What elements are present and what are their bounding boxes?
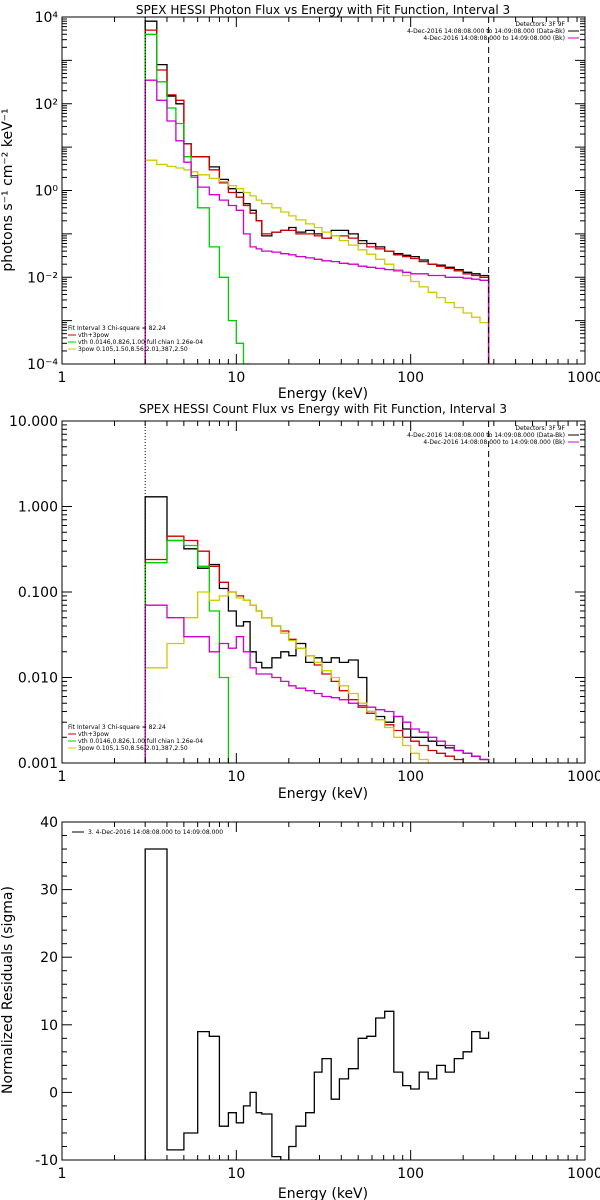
photon-flux-y-tick-label: 10² (35, 97, 58, 113)
photon-flux-y-tick-label: 10⁻⁴ (27, 357, 58, 373)
residuals-x-tick-label: 1 (58, 1166, 67, 1182)
photon-flux-plot: 1 10 100 1000 10⁻⁴ 10⁻² 10⁰ 10² 10⁴ Detectors: 3F… (27, 10, 600, 386)
count-flux-legend-top-label: Detectors: 3F 9F (515, 425, 565, 432)
residuals-y-tick-label: 40 (40, 815, 58, 831)
count-flux-legend-bottom-label: vth 0.0146,0.826,1.00 full chian 1.26e-0… (78, 738, 203, 745)
photon-flux-y-tick-label: 10⁻² (27, 270, 58, 286)
photon-flux-y-tick-label: 10⁴ (35, 10, 59, 26)
photon-flux-legend-top-label: 4-Dec-2016 14:08:08.000 to 14:09:08.000 … (423, 35, 565, 42)
photon-flux-xlabel: Energy (keV) (278, 386, 368, 402)
residuals-legend-top-label: 3. 4-Dec-2016 14:08:08.000 to 14:09:08.0… (88, 829, 223, 836)
photon-flux-title: SPEX HESSI Photon Flux vs Energy with Fi… (136, 3, 510, 17)
residuals-x-tick-label: 10 (227, 1166, 245, 1182)
photon-flux-x-tick-label: 100 (397, 370, 424, 386)
photon-flux-ylabel: photons s⁻¹ cm⁻² keV⁻¹ (0, 108, 16, 271)
residuals-ylabel: Normalized Residuals (sigma) (0, 886, 16, 1094)
photon-flux-legend-bottom-label: vth 0.0146,0.826,1.00 full chian 1.26e-0… (78, 339, 203, 346)
residuals-y-tick-label: 10 (40, 1018, 58, 1034)
count-flux-y-tick-label: 1.000 (18, 500, 58, 516)
photon-flux-legend-bottom-header: Fit Interval 3 Chi-square = 82.24 (68, 325, 166, 332)
photon-flux-series-1 (144, 29, 490, 364)
photon-flux-series-4 (144, 79, 490, 364)
count-flux-title: SPEX HESSI Count Flux vs Energy with Fit… (139, 402, 507, 416)
count-flux-panel: SPEX HESSI Count Flux vs Energy with Fit… (9, 402, 600, 802)
count-flux-series-2 (144, 539, 230, 763)
photon-flux-legend-bottom-label: 3pow 0.105,1.50,8.56,2.01,387,2.50 (78, 346, 188, 353)
count-flux-series-3 (144, 591, 489, 763)
count-flux-xlabel: Energy (keV) (278, 786, 368, 802)
residuals-panel: 1 10 100 1000 -10 0 10 20 30 40 3. 4-Dec-2016 14:0… (0, 815, 600, 1200)
count-flux-series-group (144, 496, 490, 763)
photon-flux-panel: SPEX HESSI Photon Flux vs Energy with Fi… (0, 3, 600, 402)
residuals-x-tick-label: 100 (397, 1166, 424, 1182)
residuals-y-tick-label: 20 (40, 950, 58, 966)
residuals-series-0 (144, 848, 490, 1160)
residuals-frame (61, 821, 586, 1161)
count-flux-x-tick-label: 100 (397, 769, 424, 785)
residuals-y-tick-label: -10 (35, 1153, 58, 1169)
count-flux-x-tick-label: 1 (58, 769, 67, 785)
count-flux-x-tick-label: 10 (227, 769, 245, 785)
residuals-y-tick-label: 0 (49, 1085, 58, 1101)
residuals-xlabel: Energy (keV) (278, 1186, 368, 1200)
photon-flux-series-3 (144, 159, 490, 364)
count-flux-y-tick-label: 0.001 (18, 756, 58, 772)
count-flux-legend-top-label: 4-Dec-2016 14:08:08.000 to 14:09:08.000 … (407, 432, 565, 439)
count-flux-y-tick-label: 0.100 (18, 585, 58, 601)
photon-flux-legend-bottom-label: vth+3pow (78, 332, 109, 339)
count-flux-legend-bottom-header: Fit Interval 3 Chi-square = 82.24 (68, 724, 166, 731)
photon-flux-legend-top-label: 4-Dec-2016 14:08:08.000 to 14:09:08.000 … (407, 28, 565, 35)
residuals-y-tick-label: 30 (40, 883, 58, 899)
count-flux-series-4 (144, 604, 490, 763)
residuals-x-tick-label: 1000 (567, 1166, 600, 1182)
count-flux-y-tick-label: 10.000 (9, 414, 58, 430)
count-flux-x-tick-label: 1000 (567, 769, 600, 785)
photon-flux-y-tick-label: 10⁰ (35, 184, 59, 200)
count-flux-legend-top-label: 4-Dec-2016 14:08:08.000 to 14:09:08.000 … (423, 439, 565, 446)
photon-flux-legend-top-label: Detectors: 3F 9F (515, 21, 565, 28)
photon-flux-series-group (144, 20, 490, 364)
photon-flux-x-tick-label: 1000 (567, 370, 600, 386)
count-flux-legend-bottom-label: vth+3pow (78, 731, 109, 738)
count-flux-legend-bottom-label: 3pow 0.105,1.50,8.56,2.01,387,2.50 (78, 745, 188, 752)
photon-flux-x-tick-label: 1 (58, 370, 67, 386)
photon-flux-x-tick-label: 10 (227, 370, 245, 386)
count-flux-y-tick-label: 0.010 (18, 671, 58, 687)
residuals-plot: 1 10 100 1000 -10 0 10 20 30 40 3. 4-Dec-2016 14:0… (35, 815, 600, 1182)
residuals-series-group (144, 848, 490, 1160)
count-flux-plot: 1 10 100 1000 0.001 0.010 0.100 1.000 10.000 Dete… (9, 414, 600, 785)
